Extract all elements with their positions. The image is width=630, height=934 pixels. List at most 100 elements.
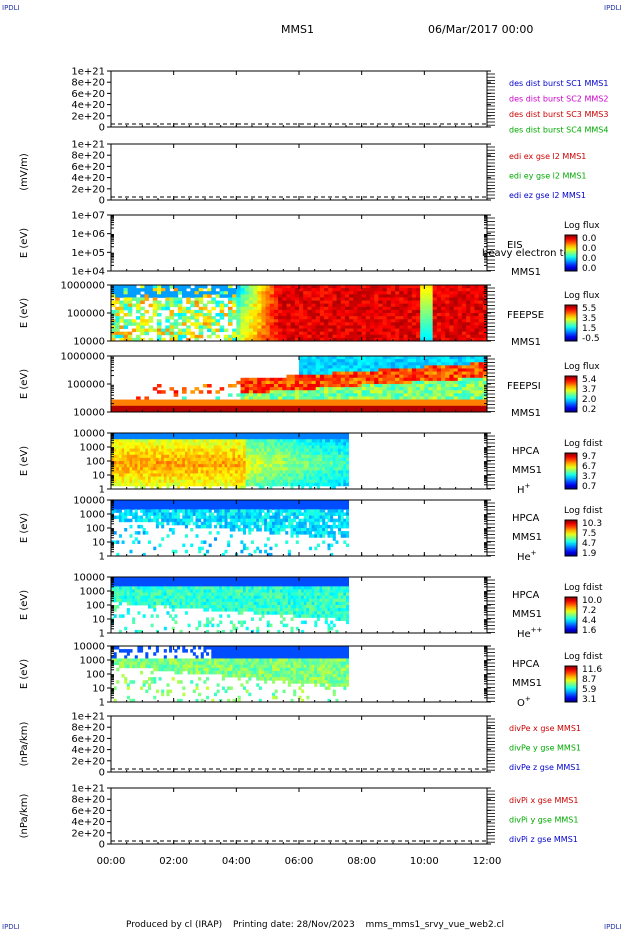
spectrogram-cell: [303, 319, 308, 323]
spectrogram-cell: [330, 457, 334, 462]
spectrogram-cell: [219, 445, 223, 449]
spectrogram-cell: [269, 390, 275, 394]
spectrogram-cell: [118, 451, 122, 456]
spectrogram-cell: [470, 319, 475, 323]
spectrogram-cell: [449, 309, 454, 314]
spectrogram-cell: [344, 325, 350, 329]
spectrogram-cell: [207, 384, 212, 388]
spectrogram-cell: [441, 316, 446, 320]
spectrogram-cell: [436, 390, 442, 394]
spectrogram-cell: [340, 445, 344, 449]
spectrogram-cell: [298, 482, 302, 487]
spectrogram-cell: [121, 454, 125, 459]
spectrogram-cell: [453, 365, 459, 369]
spectrogram-cell: [150, 479, 154, 484]
spectrogram-cell: [420, 390, 425, 394]
spectrogram-cell: [169, 528, 173, 532]
spectrogram-cell: [344, 371, 350, 376]
spectrogram-cell: [147, 467, 151, 471]
spectrogram-cell: [361, 325, 367, 329]
spectrogram-cell: [147, 540, 151, 544]
spectrogram-cell: [445, 325, 450, 329]
spectrogram-cell: [165, 306, 170, 311]
spectrogram-cell: [134, 485, 138, 490]
spectrogram-cell: [129, 439, 133, 443]
spectrogram-cell: [244, 291, 250, 295]
spectrogram-cell: [184, 470, 188, 474]
spectrogram-cell: [221, 448, 225, 453]
spectrogram-cell: [198, 473, 202, 477]
spectrogram-cell: [258, 433, 262, 437]
spectrogram-cell: [382, 300, 388, 305]
spectrogram-cell: [322, 454, 326, 459]
spectrogram-cell: [453, 291, 459, 295]
spectrogram-cell: [436, 322, 442, 326]
spectrogram-cell: [277, 433, 281, 437]
spectrogram-cell: [155, 439, 159, 443]
spectrogram-cell: [174, 467, 178, 471]
spectrogram-cell: [286, 337, 292, 342]
spectrogram-cell: [265, 325, 271, 329]
spectrogram-cell: [307, 396, 312, 400]
spectrogram-cell: [161, 470, 165, 474]
spectrogram-cell: [253, 433, 257, 437]
y-tick-label: 1e+21: [71, 67, 105, 78]
spectrogram-cell: [286, 303, 292, 308]
spectrogram-cell: [236, 294, 241, 298]
spectrogram-cell: [116, 442, 120, 446]
spectrogram-cell: [219, 291, 225, 295]
spectrogram-cell: [470, 371, 475, 376]
spectrogram-cell: [177, 337, 183, 342]
spectrogram-cell: [202, 291, 208, 295]
spectrogram-cell: [332, 448, 336, 453]
spectrogram-cell: [194, 405, 200, 410]
spectrogram-cell: [203, 457, 207, 462]
spectrogram-cell: [332, 359, 337, 363]
spectrogram-cell: [208, 451, 212, 456]
spectrogram-cell: [111, 303, 116, 308]
spectrogram-cell: [186, 319, 191, 323]
spectrogram-cell: [184, 482, 188, 487]
spectrogram-cell: [436, 334, 442, 339]
spectrogram-cell: [407, 399, 413, 404]
spectrogram-cell: [147, 482, 151, 487]
spectrogram-cell: [166, 461, 170, 465]
spectrogram-cell: [200, 445, 204, 449]
spectrogram-cell: [129, 457, 133, 462]
spectrogram-cell: [261, 461, 265, 465]
spectrogram-cell: [319, 303, 325, 308]
spectrogram-cell: [453, 390, 459, 394]
spectrogram-cell: [330, 473, 334, 477]
spectrogram-cell: [200, 454, 204, 459]
spectrogram-cell: [328, 306, 333, 311]
spectrogram-cell: [353, 306, 358, 311]
spectrogram-cell: [344, 390, 350, 394]
spectrogram-cell: [137, 524, 141, 529]
spectrogram-cell: [306, 470, 310, 474]
spectrogram-cell: [179, 448, 183, 453]
spectrogram-cell: [179, 467, 183, 471]
spectrogram-cell: [123, 405, 129, 410]
spectrogram-cell: [124, 515, 128, 520]
spectrogram-cell: [279, 448, 284, 453]
spectrogram-cell: [470, 309, 475, 314]
spectrogram-cell: [132, 451, 136, 456]
spectrogram-cell: [470, 322, 475, 326]
spectrogram-cell: [155, 479, 159, 484]
spectrogram-cell: [432, 371, 438, 376]
spectrogram-cell: [428, 306, 434, 311]
spectrogram-cell: [311, 359, 317, 363]
spectrogram-cell: [142, 445, 146, 449]
spectrogram-cell: [203, 470, 207, 474]
spectrogram-cell: [113, 479, 117, 484]
spectrogram-cell: [173, 408, 179, 413]
spectrogram-cell: [256, 470, 260, 474]
spectrogram-cell: [169, 399, 175, 404]
spectrogram-cell: [265, 399, 271, 404]
spectrogram-cell: [390, 387, 396, 391]
spectrogram-cell: [166, 467, 170, 471]
spectrogram-cell: [374, 396, 379, 400]
spectrogram-cell: [244, 316, 250, 320]
